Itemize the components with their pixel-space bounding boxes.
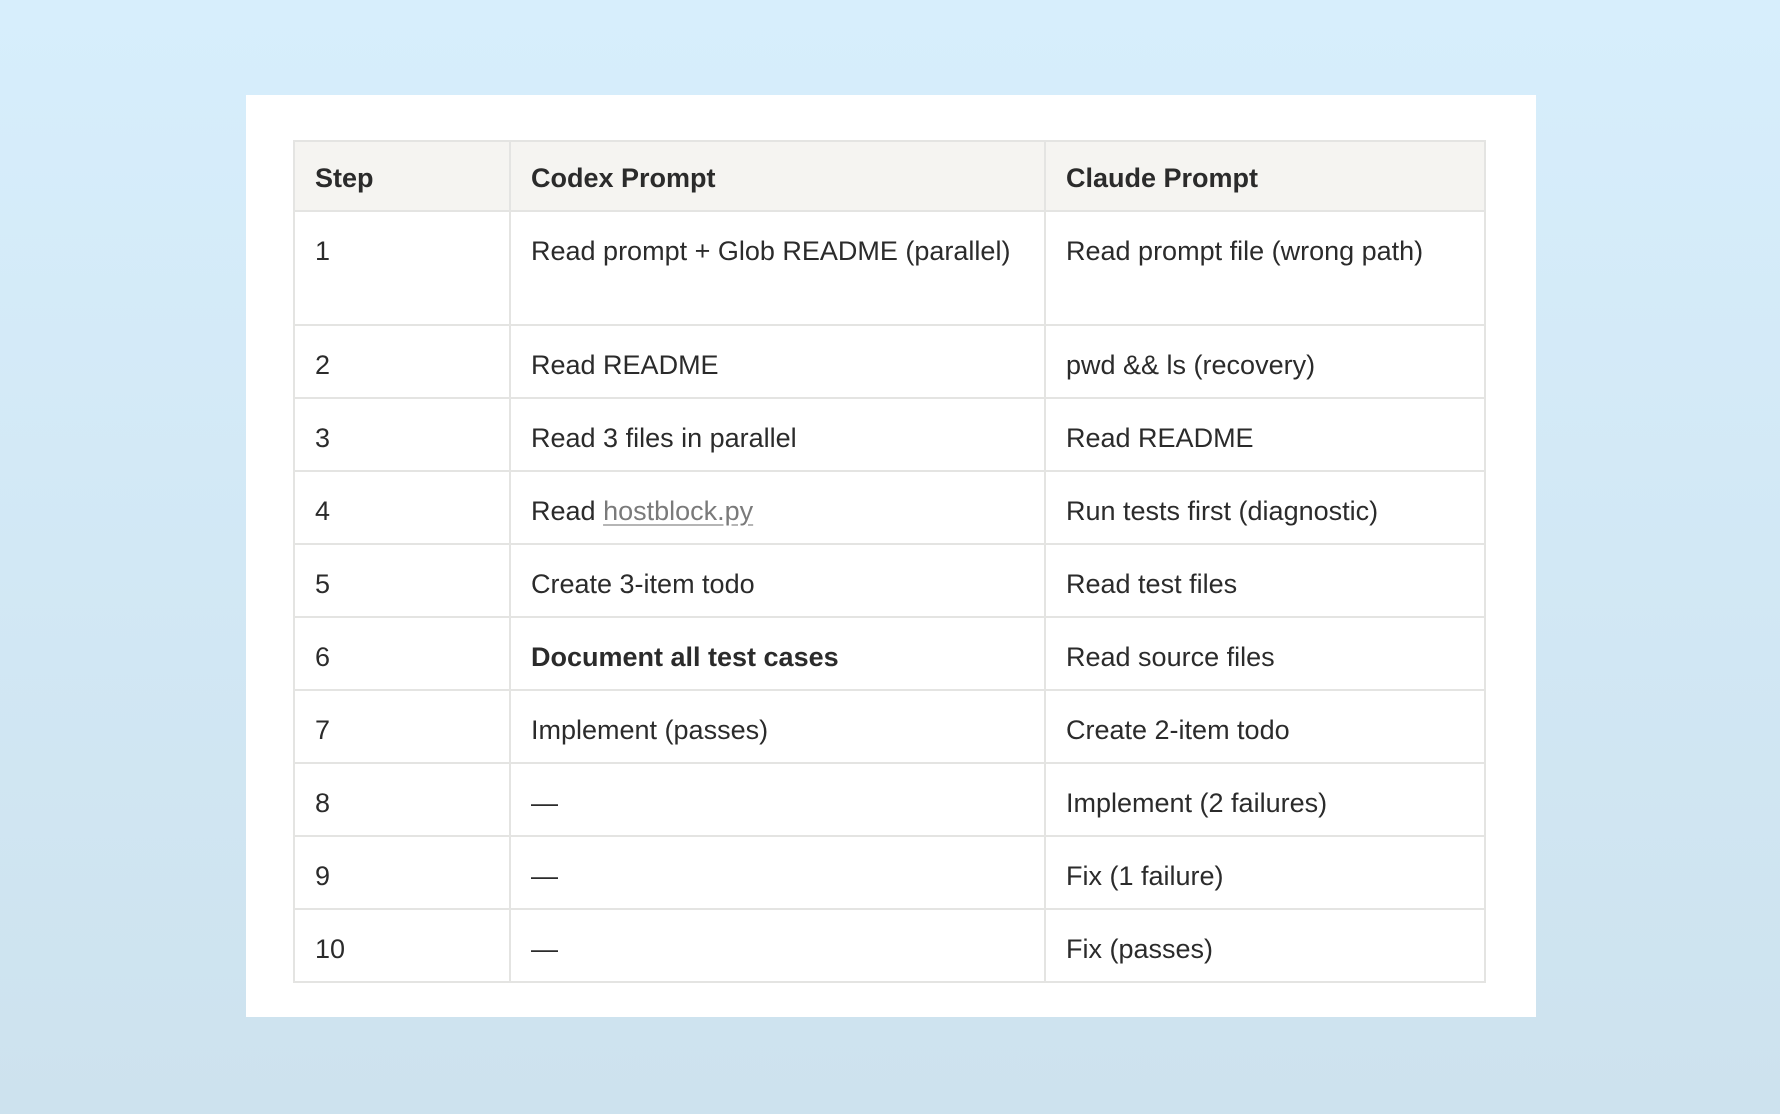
table-row: 4 Read hostblock.py Run tests first (dia… xyxy=(293,470,1486,545)
header-claude-prompt: Claude Prompt xyxy=(1044,140,1486,212)
claude-cell: Read test files xyxy=(1044,543,1486,618)
claude-cell: Read prompt file (wrong path) xyxy=(1044,210,1486,326)
table-row: 8 — Implement (2 failures) xyxy=(293,762,1486,837)
claude-cell: pwd && ls (recovery) xyxy=(1044,324,1486,399)
table-row: 10 — Fix (passes) xyxy=(293,908,1486,983)
codex-cell: Read README xyxy=(509,324,1046,399)
codex-cell: Create 3-item todo xyxy=(509,543,1046,618)
codex-cell: — xyxy=(509,908,1046,983)
claude-cell: Run tests first (diagnostic) xyxy=(1044,470,1486,545)
step-cell: 6 xyxy=(293,616,511,691)
claude-cell: Read source files xyxy=(1044,616,1486,691)
codex-cell: Read hostblock.py xyxy=(509,470,1046,545)
codex-text: Read xyxy=(531,496,604,526)
hostblock-link[interactable]: hostblock.py xyxy=(603,496,754,526)
claude-cell: Create 2-item todo xyxy=(1044,689,1486,764)
step-cell: 1 xyxy=(293,210,511,326)
claude-cell: Implement (2 failures) xyxy=(1044,762,1486,837)
codex-cell: — xyxy=(509,762,1046,837)
table-row: 3 Read 3 files in parallel Read README xyxy=(293,397,1486,472)
step-cell: 4 xyxy=(293,470,511,545)
codex-cell: Read 3 files in parallel xyxy=(509,397,1046,472)
step-cell: 10 xyxy=(293,908,511,983)
table-row: 2 Read README pwd && ls (recovery) xyxy=(293,324,1486,399)
comparison-table: Step Codex Prompt Claude Prompt 1 Read p… xyxy=(293,140,1486,983)
claude-cell: Fix (passes) xyxy=(1044,908,1486,983)
step-cell: 7 xyxy=(293,689,511,764)
header-step: Step xyxy=(293,140,511,212)
table-row: 5 Create 3-item todo Read test files xyxy=(293,543,1486,618)
step-cell: 2 xyxy=(293,324,511,399)
codex-cell: Document all test cases xyxy=(509,616,1046,691)
codex-cell: — xyxy=(509,835,1046,910)
claude-cell: Fix (1 failure) xyxy=(1044,835,1486,910)
step-cell: 3 xyxy=(293,397,511,472)
table-row: 9 — Fix (1 failure) xyxy=(293,835,1486,910)
codex-cell: Read prompt + Glob README (parallel) xyxy=(509,210,1046,326)
content-card: Step Codex Prompt Claude Prompt 1 Read p… xyxy=(246,95,1536,1017)
step-cell: 8 xyxy=(293,762,511,837)
header-row: Step Codex Prompt Claude Prompt xyxy=(293,140,1486,212)
step-cell: 5 xyxy=(293,543,511,618)
table-row: 1 Read prompt + Glob README (parallel) R… xyxy=(293,210,1486,326)
codex-cell: Implement (passes) xyxy=(509,689,1046,764)
table-row: 6 Document all test cases Read source fi… xyxy=(293,616,1486,691)
header-codex-prompt: Codex Prompt xyxy=(509,140,1046,212)
table-row: 7 Implement (passes) Create 2-item todo xyxy=(293,689,1486,764)
step-cell: 9 xyxy=(293,835,511,910)
claude-cell: Read README xyxy=(1044,397,1486,472)
